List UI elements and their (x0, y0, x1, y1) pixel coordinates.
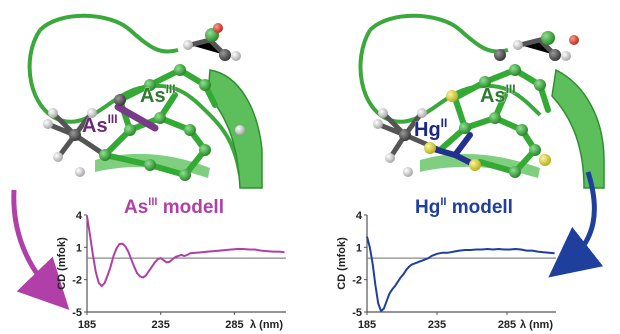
x-tick-label: 285 (225, 319, 243, 331)
atoms-green (99, 28, 219, 181)
right-label-hg-sup: II (441, 116, 448, 130)
right-chart-title-rest: modell (446, 197, 513, 218)
y-axis-title: CD (mfok) (56, 237, 68, 290)
x-axis-title: λ (nm) (250, 319, 283, 331)
right-chart-title-base: Hg (415, 197, 440, 218)
atoms-hydrogen (43, 40, 245, 177)
right-label-as-sup: III (506, 82, 516, 96)
atoms-carbon (69, 49, 231, 141)
y-tick-label: 4 (76, 210, 83, 222)
y-tick-label: 1 (356, 242, 362, 254)
left-chart-title: AsIII modell (124, 196, 224, 218)
protein-backbone-tube-upper (38, 13, 179, 54)
y-tick-label: 4 (356, 210, 363, 222)
left-chart-title-base: As (124, 197, 148, 218)
right-label-as: AsIII (480, 82, 516, 107)
x-axis-title: λ (nm) (520, 319, 553, 331)
left-chart-title-sup: III (148, 196, 157, 208)
right-label-hg: HgII (414, 116, 447, 141)
cd-spectrum-line (366, 236, 555, 312)
atoms-sulfur (424, 90, 551, 171)
protein-backbone-tube (358, 28, 542, 124)
protein-helix-ribbon (551, 68, 605, 189)
x-tick-label: 235 (152, 319, 170, 331)
right-curved-arrow (548, 171, 604, 278)
y-tick-label: -2 (352, 275, 362, 287)
y-tick-label: -2 (72, 275, 82, 287)
protein-backbone-tube-upper (368, 13, 509, 54)
left-structure-render: AsIII AsIII (27, 13, 263, 189)
atoms-hydrogen (373, 40, 571, 177)
cd-spectrum-line (86, 215, 285, 288)
y-tick-label: -5 (352, 307, 362, 319)
atoms-carbon (399, 49, 561, 141)
as-as-bond (114, 103, 159, 132)
left-chart-title-rest: modell (157, 197, 224, 218)
atoms-green (459, 31, 555, 178)
oxygen-atom (569, 35, 579, 45)
left-label-as-1-base: As (82, 115, 108, 137)
oxygen-atom (213, 23, 223, 33)
hg-thiolate-bonds (427, 132, 478, 168)
left-curved-arrow (11, 189, 70, 311)
left-label-as-2: AsIII (140, 82, 176, 107)
y-tick-label: 1 (76, 242, 82, 254)
left-label-as-1-sup: III (108, 112, 118, 126)
y-axis-title: CD (mfok) (336, 237, 348, 290)
right-label-hg-base: Hg (414, 119, 441, 141)
right-chart-title-sup: II (440, 196, 446, 208)
left-label-as-2-base: As (140, 85, 166, 107)
protein-helix-ribbon (207, 69, 263, 189)
x-tick-label: 185 (358, 319, 376, 331)
y-tick-label: -5 (72, 307, 82, 319)
x-tick-label: 185 (78, 319, 96, 331)
right-structure-render: HgII AsIII (358, 13, 605, 189)
x-tick-label: 235 (428, 319, 446, 331)
left-label-as-2-sup: III (166, 82, 176, 96)
left-label-as-1: AsIII (82, 112, 118, 137)
x-tick-label: 285 (498, 319, 516, 331)
right-label-as-base: As (480, 85, 506, 107)
right-chart-title: HgII modell (415, 196, 513, 218)
